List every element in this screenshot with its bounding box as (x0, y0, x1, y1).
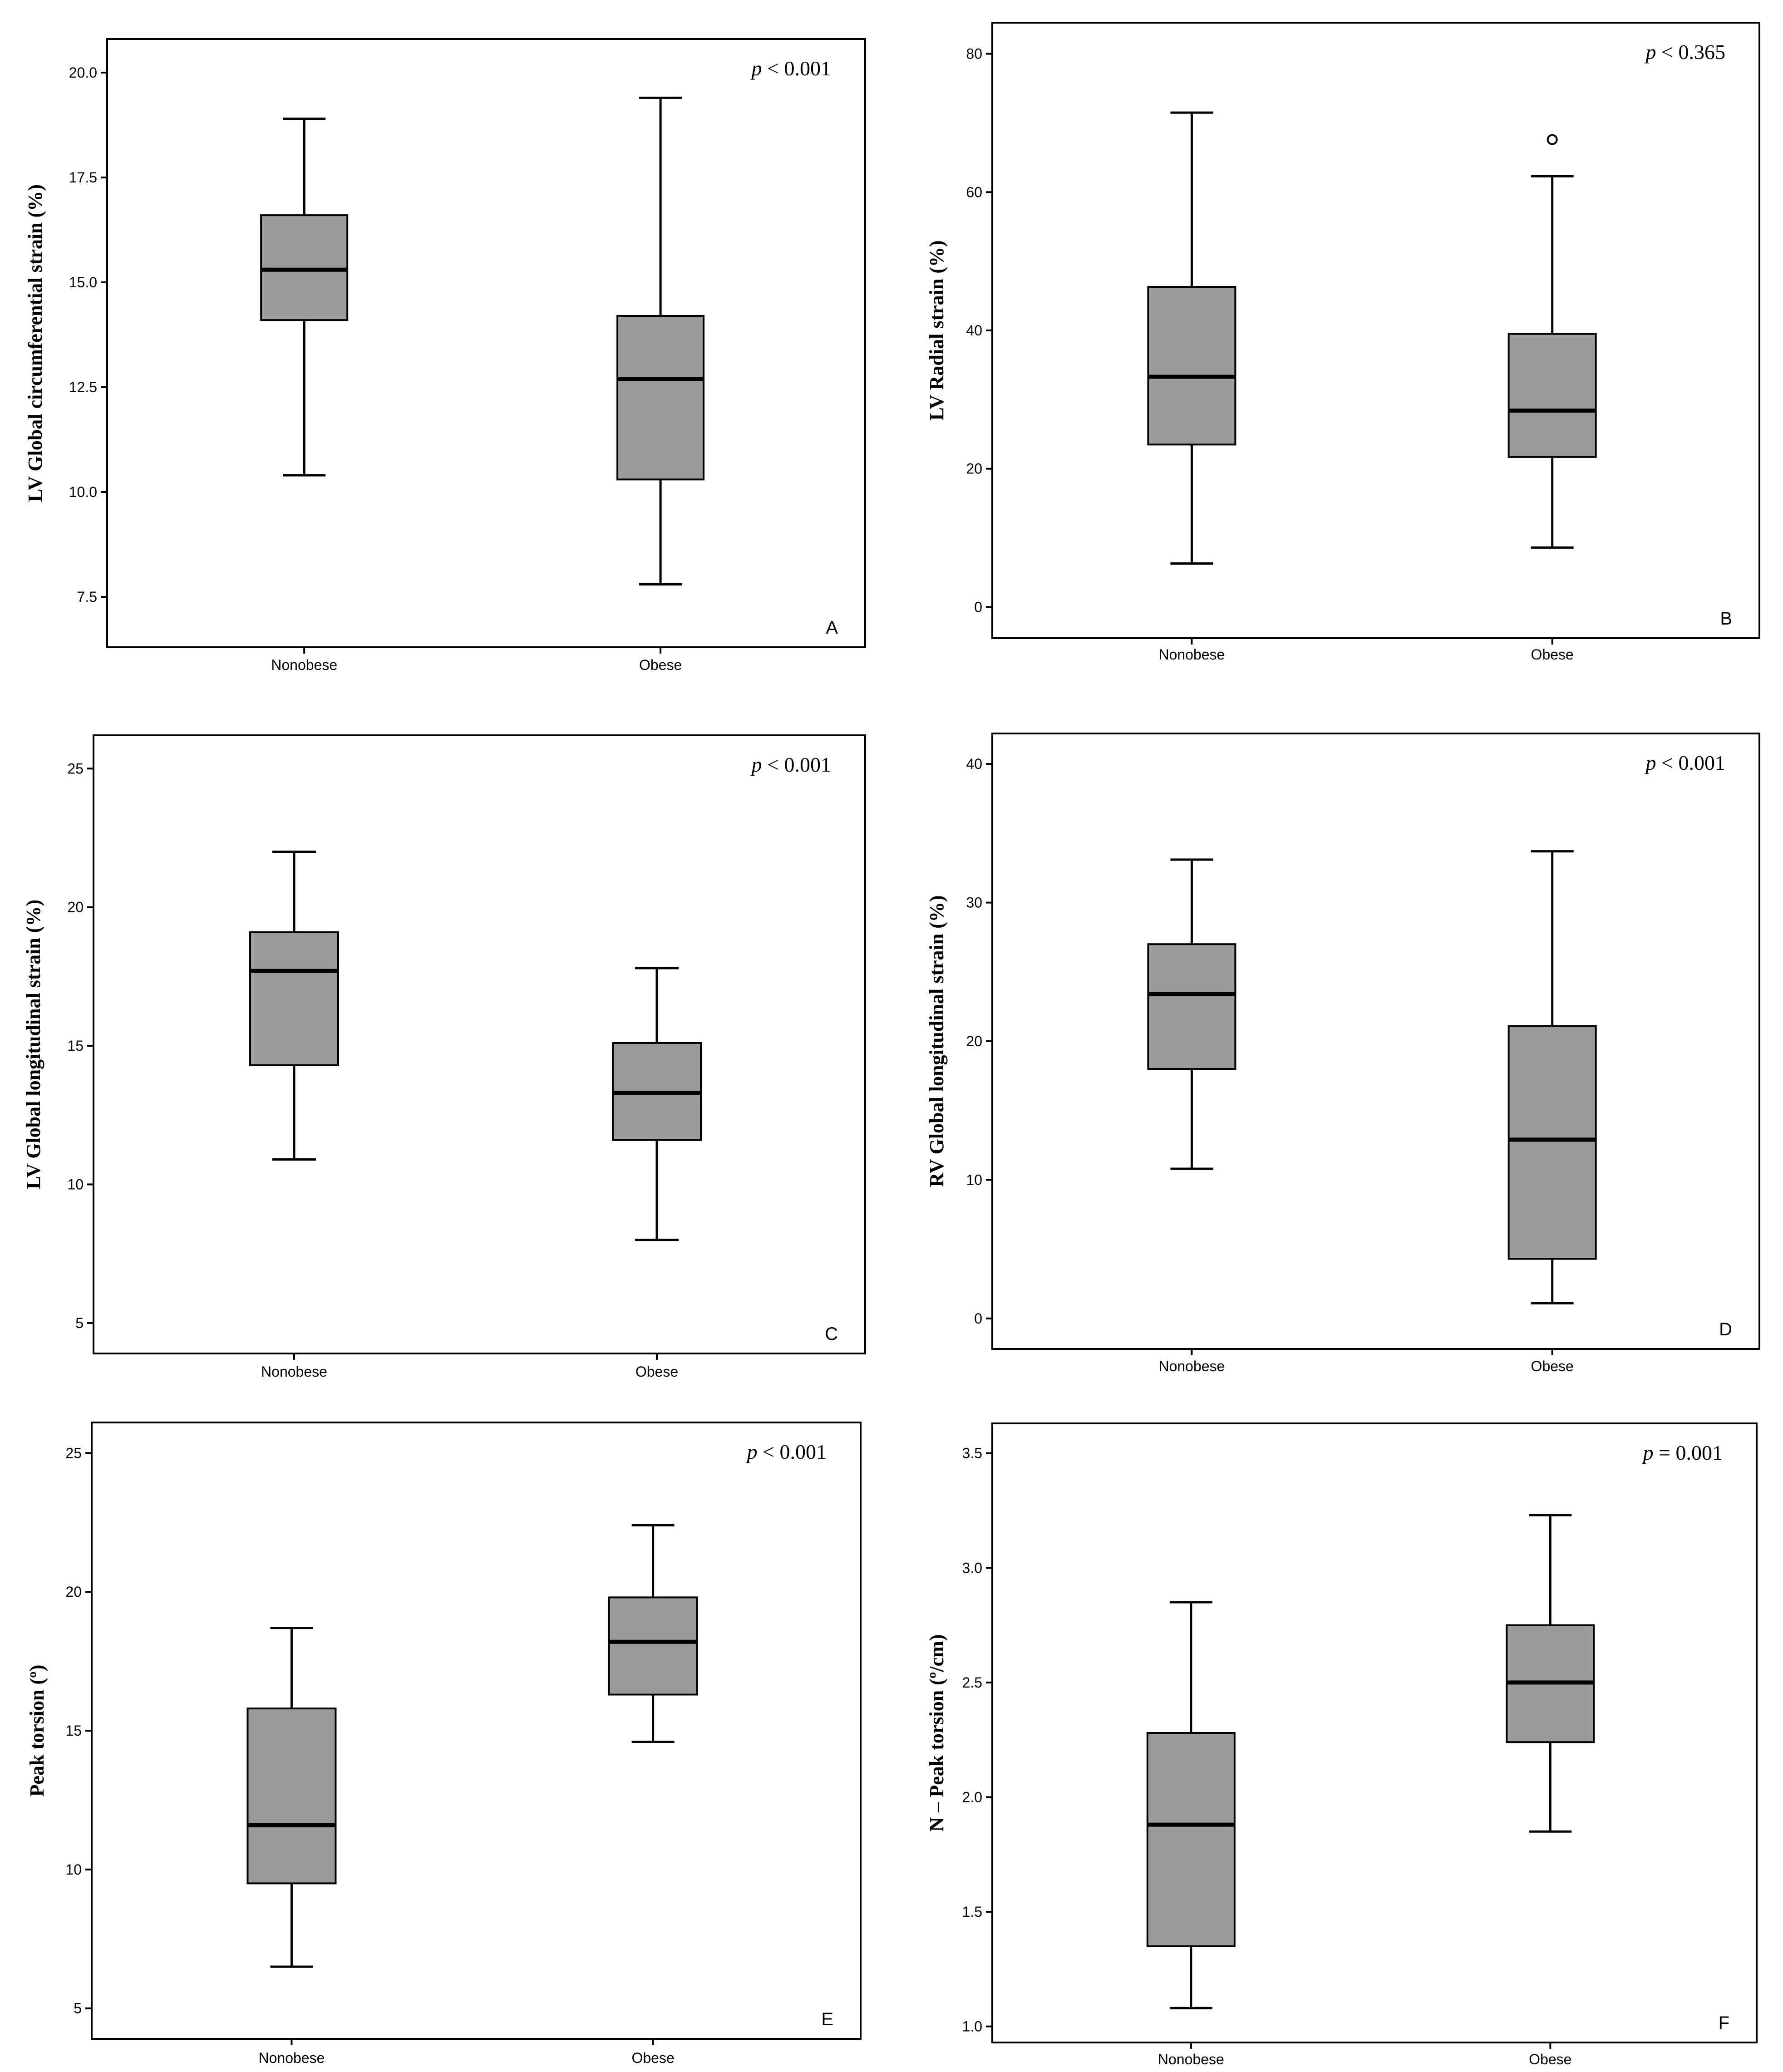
y-tick-label: 20.0 (69, 64, 97, 81)
panel-letter: F (1719, 2013, 1729, 2033)
y-tick-label: 15 (65, 1723, 82, 1739)
plot-frame (991, 733, 1760, 1350)
y-tick-label: 7.5 (77, 589, 97, 605)
p-value-label: p < 0.001 (750, 57, 831, 80)
outlier-point-obese (1547, 134, 1558, 145)
p-value-label: p < 0.001 (746, 1440, 827, 1463)
iqr-box-obese (1507, 1025, 1597, 1260)
y-tick-label: 20 (966, 461, 982, 477)
category-label-nonobese: Nonobese (1158, 1358, 1225, 1374)
y-tick-label: 40 (966, 322, 982, 339)
y-axis-label: Peak torsion (º) (26, 1665, 48, 1797)
category-label-nonobese: Nonobese (1158, 646, 1225, 663)
panel-letter: E (821, 2009, 833, 2029)
y-axis-label: LV Global longitudinal strain (%) (22, 900, 44, 1189)
iqr-box-nonobese (1147, 943, 1236, 1070)
iqr-box-nonobese (260, 214, 349, 321)
plot-frame (91, 1422, 862, 2040)
iqr-box-obese (608, 1596, 698, 1696)
category-label-nonobese: Nonobese (258, 2050, 325, 2066)
y-tick-label: 3.5 (962, 1445, 982, 1462)
iqr-box-nonobese (1147, 286, 1236, 446)
y-tick-label: 15 (67, 1038, 84, 1054)
iqr-box-nonobese (249, 931, 339, 1066)
y-tick-label: 20 (67, 899, 84, 915)
y-tick-label: 10 (67, 1176, 84, 1192)
p-value-label: p < 0.001 (750, 753, 831, 776)
y-tick-label: 80 (966, 46, 982, 62)
y-tick-label: 10.0 (69, 484, 97, 500)
category-label-obese: Obese (639, 657, 682, 673)
y-axis-label: LV Global circumferential strain (%) (24, 184, 46, 502)
panel-letter: A (826, 618, 838, 638)
plot-frame (991, 22, 1760, 639)
y-tick-label: 40 (966, 756, 982, 772)
panel-d: 0 10 20 30 40 Nonobese Obese RV Global longitud… (926, 733, 1760, 1374)
y-tick-label: 0 (974, 1310, 982, 1327)
y-tick-label: 20 (65, 1584, 82, 1600)
iqr-box-nonobese (246, 1708, 337, 1885)
iqr-box-nonobese (1146, 1732, 1236, 1947)
y-tick-label: 25 (67, 760, 84, 777)
panel-letter: B (1720, 609, 1732, 629)
y-tick-label: 25 (65, 1445, 82, 1461)
y-tick-label: 5 (75, 1315, 84, 1331)
y-tick-label: 60 (966, 184, 982, 200)
y-tick-label: 5 (74, 2000, 82, 2017)
y-tick-label: 1.0 (962, 2018, 982, 2035)
y-tick-label: 15.0 (69, 274, 97, 290)
y-tick-label: 2.5 (962, 1674, 982, 1691)
category-label-obese: Obese (1529, 2051, 1571, 2067)
category-label-obese: Obese (635, 1363, 678, 1380)
panel-letter: D (1719, 1319, 1732, 1339)
panel-c: 5 10 15 20 25 Nonobese Obese LV Global longitud… (22, 734, 866, 1380)
y-tick-label: 10 (65, 1861, 82, 1878)
y-tick-label: 0 (974, 599, 982, 615)
category-label-obese: Obese (631, 2050, 674, 2066)
plot-frame (991, 1422, 1758, 2043)
category-label-nonobese: Nonobese (261, 1363, 327, 1380)
category-label-nonobese: Nonobese (1158, 2051, 1224, 2067)
y-tick-label: 17.5 (69, 169, 97, 186)
y-tick-label: 30 (966, 895, 982, 911)
iqr-box-obese (616, 315, 705, 481)
y-tick-label: 2.0 (962, 1789, 982, 1805)
panel-b: 0 20 40 60 80 Nonobese Obese LV Radial strain (… (926, 22, 1760, 663)
p-value-label: p < 0.001 (1645, 751, 1725, 774)
y-tick-label: 1.5 (962, 1904, 982, 1920)
category-label-obese: Obese (1531, 1358, 1574, 1374)
p-value-label: p = 0.001 (1642, 1441, 1723, 1464)
y-axis-label: LV Radial strain (%) (926, 240, 948, 420)
p-value-label: p < 0.365 (1645, 40, 1725, 64)
panel-e: 5 10 15 20 25 Nonobese Obese Peak torsion (º) p … (26, 1422, 862, 2066)
y-tick-label: 12.5 (69, 379, 97, 395)
plot-frame (93, 734, 866, 1354)
panel-letter: C (825, 1324, 838, 1344)
plot-frame (106, 38, 866, 648)
y-axis-label: RV Global longitudinal strain (%) (926, 895, 948, 1187)
y-axis-label: N – Peak torsion (º/cm) (926, 1634, 948, 1832)
y-tick-label: 3.0 (962, 1560, 982, 1576)
iqr-box-obese (1507, 333, 1597, 458)
panel-f: 1.0 1.5 2.0 2.5 3.0 3.5 Nonobese Obese N – Peak … (926, 1422, 1758, 2067)
category-label-nonobese: Nonobese (271, 657, 337, 673)
category-label-obese: Obese (1531, 646, 1574, 663)
y-tick-label: 10 (966, 1171, 982, 1188)
y-tick-label: 20 (966, 1033, 982, 1049)
panel-a: 7.5 10.0 12.5 15.0 17.5 20.0 Nonobese Obese LV G… (24, 38, 866, 673)
